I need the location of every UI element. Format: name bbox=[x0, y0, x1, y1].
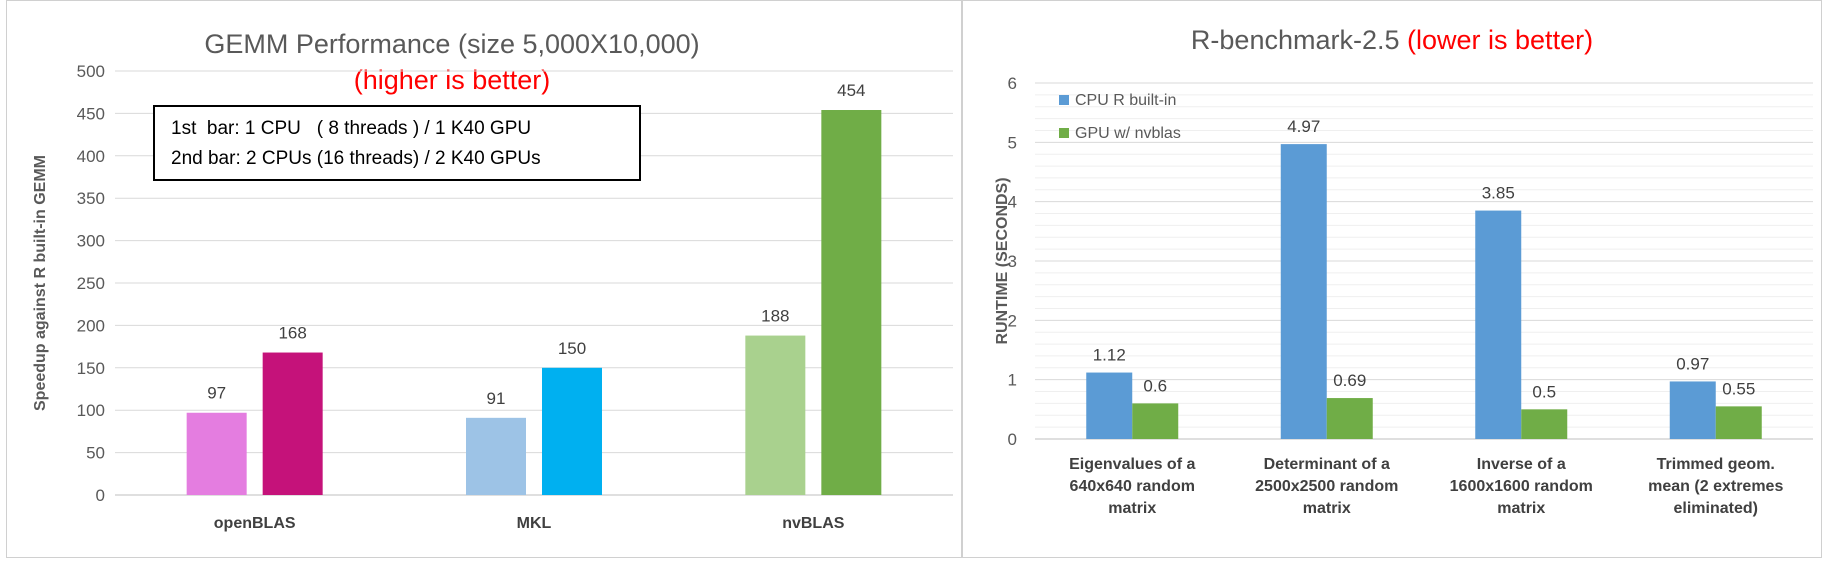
y-tick-label: 4 bbox=[1008, 193, 1017, 212]
gemm-chart: GEMM Performance (size 5,000X10,000) (hig… bbox=[32, 29, 953, 532]
y-tick-label: 400 bbox=[77, 147, 105, 166]
bar bbox=[262, 352, 323, 495]
legend-label: GPU w/ nvblas bbox=[1075, 125, 1181, 142]
gemm-chart-panel: GEMM Performance (size 5,000X10,000) (hig… bbox=[6, 0, 962, 558]
y-tick-label: 450 bbox=[77, 104, 105, 123]
y-tick-label: 200 bbox=[77, 316, 105, 335]
x-category-label: 1600x1600 random bbox=[1450, 478, 1593, 495]
x-category-label: Eigenvalues of a bbox=[1069, 456, 1195, 473]
y-tick-label: 6 bbox=[1008, 74, 1017, 93]
bar bbox=[1132, 403, 1179, 439]
x-category-label: matrix bbox=[1497, 500, 1545, 517]
legend-swatch bbox=[1059, 128, 1069, 138]
x-category-label: openBLAS bbox=[214, 515, 296, 532]
data-label: 0.5 bbox=[1532, 382, 1556, 401]
chart-title-group: R-benchmark-2.5 (lower is better) bbox=[1191, 25, 1593, 55]
legend-swatch bbox=[1059, 95, 1069, 105]
data-label: 4.97 bbox=[1287, 117, 1320, 136]
x-category-label: Determinant of a bbox=[1264, 456, 1390, 473]
data-label: 91 bbox=[487, 389, 506, 408]
chart-subtitle: (lower is better) bbox=[1407, 25, 1593, 55]
x-category-label: 2500x2500 random bbox=[1255, 478, 1398, 495]
x-category-label: Inverse of a bbox=[1477, 456, 1566, 473]
x-category-label: Trimmed geom. bbox=[1657, 456, 1775, 473]
bar bbox=[1280, 144, 1327, 439]
legend-label: CPU R built-in bbox=[1075, 92, 1176, 109]
data-label: 150 bbox=[558, 339, 586, 358]
y-tick-label: 500 bbox=[77, 62, 105, 81]
data-label: 168 bbox=[278, 324, 306, 343]
y-axis-title: RUNTIME (SECONDS) bbox=[994, 177, 1011, 344]
x-category-label: matrix bbox=[1108, 500, 1156, 517]
y-tick-label: 0 bbox=[96, 486, 105, 505]
note-line-1: 1st bar: 1 CPU ( 8 threads ) / 1 K40 GPU bbox=[171, 118, 532, 139]
chart-subtitle: (higher is better) bbox=[354, 65, 551, 95]
bar bbox=[466, 417, 526, 495]
y-tick-label: 350 bbox=[77, 189, 105, 208]
chart-title: GEMM Performance (size 5,000X10,000) bbox=[204, 29, 699, 59]
data-label: 0.69 bbox=[1333, 371, 1366, 390]
y-tick-label: 250 bbox=[77, 274, 105, 293]
bar bbox=[1086, 372, 1133, 439]
data-label: 188 bbox=[761, 307, 789, 326]
x-category-label: 640x640 random bbox=[1070, 478, 1195, 495]
bar bbox=[1521, 409, 1568, 439]
bar bbox=[542, 367, 602, 495]
note-line-2: 2nd bar: 2 CPUs (16 threads) / 2 K40 GPU… bbox=[171, 148, 541, 169]
bar bbox=[745, 335, 806, 495]
data-label: 0.6 bbox=[1143, 376, 1167, 395]
y-axis-title: Speedup against R built-in GEMM bbox=[32, 155, 49, 411]
data-label: 0.97 bbox=[1676, 354, 1709, 373]
rbenchmark-chart-panel: R-benchmark-2.5 (lower is better) 0 1 2 3 4 5 6… bbox=[962, 0, 1822, 558]
y-tick-label: 2 bbox=[1008, 311, 1017, 330]
rbenchmark-chart: R-benchmark-2.5 (lower is better) 0 1 2 3 4 5 6… bbox=[994, 25, 1813, 517]
bar bbox=[821, 110, 882, 496]
bar bbox=[1715, 406, 1762, 439]
bar-config-note: 1st bar: 1 CPU ( 8 threads ) / 1 K40 GPU… bbox=[153, 105, 641, 181]
x-category-label: eliminated) bbox=[1674, 500, 1758, 517]
bar bbox=[1326, 398, 1373, 439]
data-label: 1.12 bbox=[1093, 346, 1126, 365]
bar bbox=[1475, 210, 1522, 439]
y-tick-label: 0 bbox=[1008, 430, 1017, 449]
data-label: 97 bbox=[207, 384, 226, 403]
x-category-label: MKL bbox=[517, 515, 552, 532]
x-category-label: mean (2 extremes bbox=[1648, 478, 1783, 495]
chart-title: R-benchmark-2.5 bbox=[1191, 25, 1407, 55]
y-tick-label: 300 bbox=[77, 232, 105, 251]
data-label: 3.85 bbox=[1482, 184, 1515, 203]
data-label: 0.55 bbox=[1722, 379, 1755, 398]
bar bbox=[1669, 381, 1716, 439]
x-category-label: nvBLAS bbox=[782, 515, 845, 532]
bar bbox=[186, 412, 247, 495]
y-tick-label: 1 bbox=[1008, 371, 1017, 390]
data-label: 454 bbox=[837, 81, 865, 100]
y-tick-label: 5 bbox=[1008, 133, 1017, 152]
x-category-label: matrix bbox=[1303, 500, 1351, 517]
y-tick-label: 150 bbox=[77, 359, 105, 378]
y-tick-label: 100 bbox=[77, 401, 105, 420]
y-tick-label: 3 bbox=[1008, 252, 1017, 271]
y-tick-label: 50 bbox=[86, 444, 105, 463]
